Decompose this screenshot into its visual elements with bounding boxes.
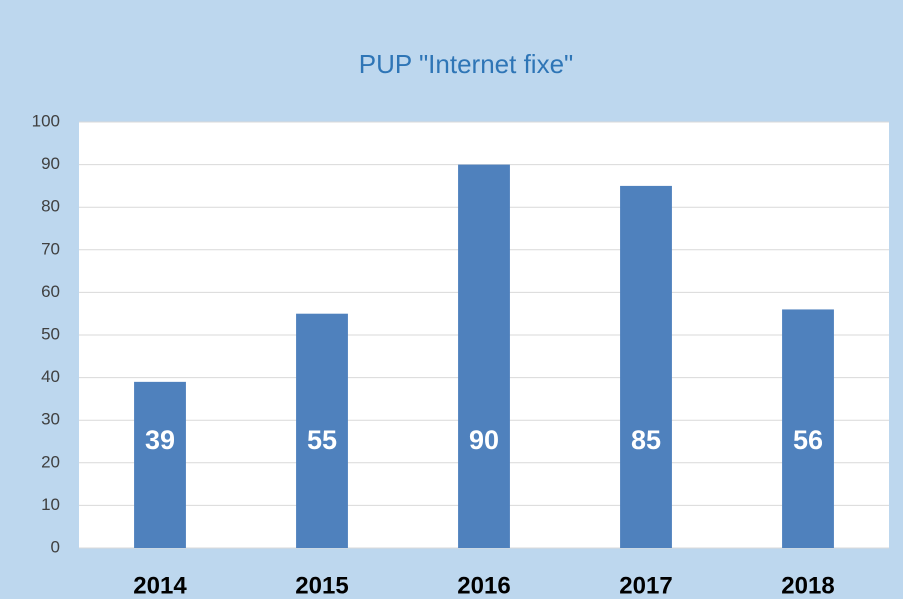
y-tick-label: 60 xyxy=(41,282,60,301)
bar xyxy=(458,164,510,548)
x-tick-label: 2017 xyxy=(619,572,672,599)
y-tick-label: 30 xyxy=(41,410,60,429)
bar xyxy=(620,185,672,548)
bar xyxy=(782,309,834,548)
y-tick-label: 20 xyxy=(41,452,60,471)
data-label: 85 xyxy=(631,425,661,455)
y-tick-label: 80 xyxy=(41,197,60,216)
bar xyxy=(296,313,348,548)
y-tick-label: 70 xyxy=(41,239,60,258)
y-tick-label: 100 xyxy=(32,111,60,130)
bar xyxy=(134,381,186,548)
x-tick-label: 2018 xyxy=(781,572,834,599)
y-tick-label: 10 xyxy=(41,495,60,514)
data-label: 90 xyxy=(469,425,499,455)
chart-title: PUP "Internet fixe" xyxy=(359,49,574,79)
x-tick-label: 2014 xyxy=(133,572,187,599)
y-tick-label: 0 xyxy=(51,537,60,556)
x-tick-label: 2015 xyxy=(295,572,348,599)
y-tick-label: 50 xyxy=(41,324,60,343)
data-label: 39 xyxy=(145,425,175,455)
y-tick-label: 40 xyxy=(41,367,60,386)
x-tick-label: 2016 xyxy=(457,572,510,599)
data-label: 56 xyxy=(793,425,823,455)
y-tick-label: 90 xyxy=(41,154,60,173)
data-label: 55 xyxy=(307,425,337,455)
